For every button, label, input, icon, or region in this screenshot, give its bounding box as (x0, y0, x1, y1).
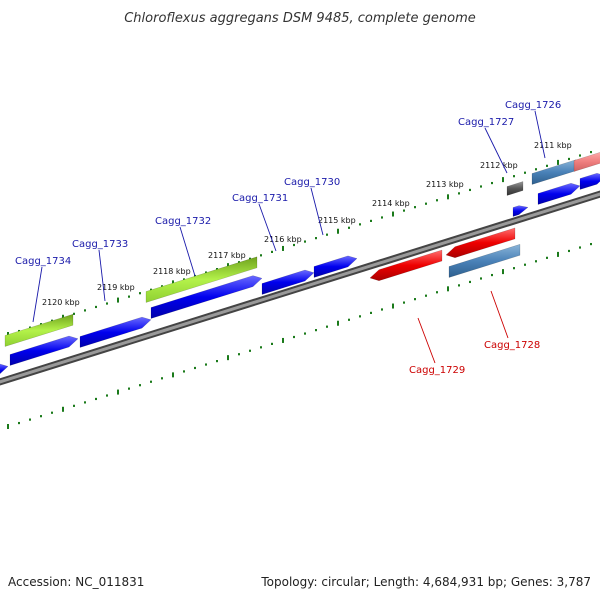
gene-label-leader-line (490, 290, 509, 339)
gene-label-text[interactable]: Cagg_1734 (15, 256, 71, 267)
gene-label-cagg-1727[interactable]: Cagg_1727 (458, 117, 514, 174)
gene-arrow-cagg-1732[interactable] (145, 256, 258, 303)
gene-label-leader-line (310, 187, 324, 236)
gene-arrow-forward-3[interactable] (79, 316, 152, 348)
gene-arrow-cagg-1728-a[interactable] (445, 227, 516, 258)
gene-arrow-forward-4[interactable] (512, 205, 529, 217)
gene-label-leader-line (484, 127, 508, 174)
gene-arrow-cagg-1731[interactable] (261, 269, 315, 295)
gene-label-cagg-1726[interactable]: Cagg_1726 (505, 100, 561, 159)
gene-label-leader-line (258, 203, 277, 252)
map-title: Chloroflexus aggregans DSM 9485, complet… (124, 11, 476, 26)
gene-label-leader-line (179, 226, 196, 277)
kbp-label: 2117 kbp (208, 251, 246, 260)
gene-arrow-cagg-1729[interactable] (369, 249, 443, 281)
gene-arrow-cagg-1730[interactable] (313, 255, 358, 278)
gene-label-leader-line (534, 110, 546, 159)
gene-arrow-cagg-1725[interactable] (573, 151, 600, 172)
gene-features (0, 151, 600, 378)
kbp-label: 2113 kbp (426, 180, 464, 189)
gene-label-cagg-1731[interactable]: Cagg_1731 (232, 193, 288, 252)
gene-label-cagg-1728[interactable]: Cagg_1728 (484, 290, 540, 351)
gene-labels: Cagg_1726 Cagg_1727 Cagg_1728 Cagg_1729 Cagg… (15, 100, 561, 376)
gene-label-text[interactable]: Cagg_1726 (505, 100, 561, 111)
gene-label-text[interactable]: Cagg_1729 (409, 365, 465, 376)
gene-arrow-forward-5[interactable] (537, 182, 581, 205)
accession-label: Accession: NC_011831 (8, 575, 144, 589)
gene-arrow-cagg-1733[interactable] (150, 275, 263, 319)
gene-label-leader-line (417, 317, 436, 364)
gene-label-text[interactable]: Cagg_1730 (284, 177, 340, 188)
gene-label-cagg-1733[interactable]: Cagg_1733 (72, 239, 128, 302)
gene-arrow-forward-1[interactable] (0, 363, 9, 378)
gene-arrow-forward-6[interactable] (579, 172, 600, 190)
kbp-label: 2116 kbp (264, 235, 302, 244)
gene-arrow-cagg-1734[interactable] (4, 313, 74, 347)
genome-backbone (0, 190, 600, 386)
kbp-label: 2115 kbp (318, 216, 356, 225)
kbp-label: 2119 kbp (97, 283, 135, 292)
kbp-label: 2118 kbp (153, 267, 191, 276)
gene-label-text[interactable]: Cagg_1733 (72, 239, 128, 250)
kbp-label: 2112 kbp (480, 161, 518, 170)
genome-summary: Topology: circular; Length: 4,684,931 bp… (260, 575, 591, 589)
lower-tick-scale (7, 242, 592, 429)
gene-label-text[interactable]: Cagg_1728 (484, 340, 540, 351)
kbp-label: 2111 kbp (534, 141, 572, 150)
gene-label-leader-line (32, 266, 43, 323)
gene-arrow-forward-2[interactable] (9, 335, 79, 366)
kbp-label: 2114 kbp (372, 199, 410, 208)
gene-label-leader-line (98, 249, 106, 302)
kbp-label: 2120 kbp (42, 298, 80, 307)
gene-arrow-cagg-1727[interactable] (506, 181, 524, 196)
gene-label-cagg-1730[interactable]: Cagg_1730 (284, 177, 340, 236)
gene-label-text[interactable]: Cagg_1731 (232, 193, 288, 204)
gene-label-cagg-1732[interactable]: Cagg_1732 (155, 216, 211, 277)
gene-arrow-cagg-1726[interactable] (531, 159, 577, 185)
kbp-labels: 2111 kbp 2112 kbp 2113 kbp 2114 kbp 2115 kbp… (42, 141, 572, 307)
gene-label-cagg-1729[interactable]: Cagg_1729 (409, 317, 465, 376)
gene-label-cagg-1734[interactable]: Cagg_1734 (15, 256, 71, 323)
gene-label-text[interactable]: Cagg_1732 (155, 216, 211, 227)
gene-label-text[interactable]: Cagg_1727 (458, 117, 514, 128)
gene-arrow-cagg-1728[interactable] (448, 243, 521, 278)
